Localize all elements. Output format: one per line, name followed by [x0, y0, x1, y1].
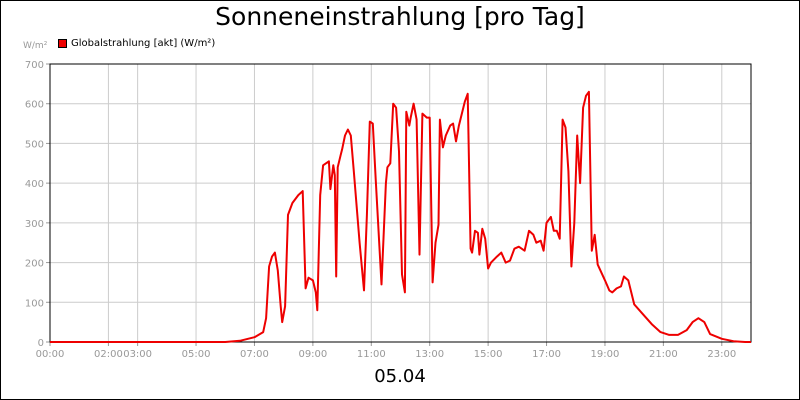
plot-border — [49, 63, 752, 343]
x-tick-label: 17:00 — [532, 349, 561, 360]
y-tick-label: 100 — [25, 298, 44, 309]
x-tick-label: 02:00 — [94, 349, 123, 360]
x-tick-label: 00:00 — [36, 349, 65, 360]
x-tick-label: 13:00 — [415, 349, 444, 360]
x-tick-label: 07:00 — [240, 349, 269, 360]
series-line-0 — [50, 90, 751, 343]
y-tick-label: 200 — [25, 259, 44, 270]
y-tick-label: 600 — [25, 100, 44, 111]
y-tick-label: 500 — [25, 139, 44, 150]
x-axis-label: 05.04 — [374, 366, 426, 387]
x-tick-label: 09:00 — [298, 349, 327, 360]
legend-label: Globalstrahlung [akt] (W/m²) — [71, 38, 216, 49]
x-tick-label: 05:00 — [182, 349, 211, 360]
y-tick-label: 700 — [25, 60, 44, 71]
legend-swatch — [58, 39, 67, 48]
x-tick-label: 15:00 — [474, 349, 503, 360]
chart-title: Sonneneinstrahlung [pro Tag] — [215, 2, 585, 31]
x-tick-label: 11:00 — [357, 349, 386, 360]
x-tick-label: 23:00 — [707, 349, 736, 360]
x-tick-label: 21:00 — [649, 349, 678, 360]
x-tick-label: 03:00 — [123, 349, 152, 360]
y-tick-label: 300 — [25, 219, 44, 230]
y-tick-label: 0 — [38, 338, 44, 349]
legend: Globalstrahlung [akt] (W/m²) — [58, 38, 215, 49]
y-tick-label: 400 — [25, 179, 44, 190]
y-axis-unit-label: W/m² — [23, 41, 48, 51]
x-tick-label: 19:00 — [591, 349, 620, 360]
